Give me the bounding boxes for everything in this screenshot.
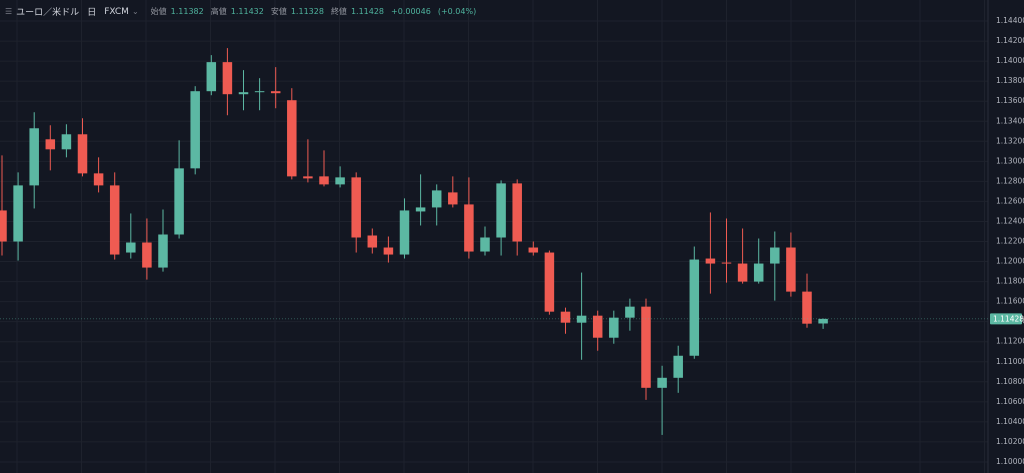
y-tick-label: 1.12200 [996, 237, 1024, 246]
candle-body [689, 259, 700, 356]
legend-header: ☰ ユーロ／米ドル 日 FXCM ⌄ 始値 1.11382 高値 1.11432… [5, 5, 479, 19]
y-tick-label: 1.11000 [996, 357, 1024, 366]
candle-body [576, 315, 587, 323]
ohlc-value: 1.11428 [350, 7, 385, 16]
candle-body [222, 62, 233, 95]
y-tick-label: 1.10400 [996, 417, 1024, 426]
candle-body [238, 92, 249, 95]
y-tick-label: 1.13200 [996, 136, 1024, 145]
y-tick-label: 1.14400 [996, 16, 1024, 25]
candle-body [93, 173, 104, 186]
candle-body [786, 247, 796, 292]
candle-body [705, 258, 716, 264]
candle-body [641, 306, 651, 388]
y-tick-label: 1.11800 [996, 277, 1024, 286]
candle-body [399, 210, 410, 255]
candle-body [270, 91, 281, 94]
y-tick-label: 1.13800 [996, 76, 1024, 85]
candle-body [61, 134, 72, 150]
candle-body [657, 377, 667, 388]
last-price-tag [990, 313, 1022, 325]
candle-body [319, 176, 329, 185]
candle-body [109, 185, 120, 255]
ohlc-value: 1.11382 [170, 7, 204, 16]
ohlc-label: 終値 [330, 7, 347, 16]
candle-body [625, 306, 635, 318]
dropdown-icon[interactable]: ⌄ [131, 7, 139, 16]
ohlc-label: 高値 [210, 7, 227, 16]
candle-body [335, 177, 345, 185]
y-tick-label: 1.14200 [996, 36, 1024, 45]
candle-body [609, 317, 619, 338]
candle-body [737, 263, 748, 282]
candle-body [480, 237, 490, 252]
y-tick-label: 1.12000 [996, 257, 1024, 266]
y-tick-label: 1.12400 [996, 216, 1024, 225]
candle-body [287, 100, 297, 177]
candle-body [351, 177, 361, 238]
ohlc-value: 1.11328 [290, 7, 324, 16]
interval[interactable]: 日 [87, 8, 97, 18]
menu-icon[interactable]: ☰ [5, 7, 13, 16]
candle-body [431, 190, 442, 208]
candle-body [560, 311, 571, 323]
candle-body [45, 139, 56, 150]
candle-body [254, 91, 265, 93]
source[interactable]: FXCM [104, 6, 129, 17]
candle-body [496, 183, 506, 238]
candle-body [802, 291, 812, 324]
y-tick-label: 1.10000 [996, 457, 1024, 466]
candle-body [512, 183, 522, 242]
last-price-label: 1.11428 [993, 314, 1024, 323]
y-tick-label: 1.10800 [996, 377, 1024, 386]
candle-body [448, 192, 458, 205]
candle-body [77, 134, 88, 174]
candle-body [818, 318, 828, 324]
symbol-title[interactable]: ユーロ／米ドル [16, 8, 80, 18]
y-tick-label: 1.12600 [996, 196, 1024, 205]
y-tick-label: 1.11200 [996, 337, 1024, 346]
y-tick-label: 1.10600 [996, 397, 1024, 406]
candle-body [415, 207, 426, 212]
y-tick-label: 1.10200 [996, 437, 1024, 446]
candle-body [592, 315, 603, 338]
change: +0.00046 [391, 7, 431, 16]
ohlc-value: 1.11432 [230, 7, 264, 16]
candle-body [174, 168, 184, 235]
candle-body [721, 262, 732, 264]
ohlc-label: 始値 [150, 7, 167, 16]
y-tick-label: 1.11600 [996, 297, 1024, 306]
candle-body [464, 204, 474, 252]
y-tick-label: 1.14000 [996, 56, 1024, 65]
candle-body [528, 247, 539, 253]
y-tick-label: 1.13600 [996, 96, 1024, 105]
candle-body [206, 62, 217, 92]
candle-body [126, 242, 136, 253]
candle-body [29, 128, 39, 186]
candle-body [0, 210, 7, 242]
ohlc-label: 安値 [270, 7, 287, 16]
y-tick-label: 1.12800 [996, 176, 1024, 185]
candle-body [673, 355, 683, 378]
candle-body [158, 234, 168, 268]
y-tick-label: 1.13000 [996, 156, 1024, 165]
change-percent: (+0.04%) [437, 7, 477, 16]
candle-body [753, 263, 764, 282]
candle-body [770, 247, 780, 264]
candle-body [383, 247, 394, 255]
candle-body [13, 185, 23, 242]
candle-body [367, 235, 378, 248]
candle-body [544, 252, 555, 312]
candle-body [190, 91, 200, 169]
candle-body [142, 242, 152, 268]
y-tick-label: 1.13400 [996, 116, 1024, 125]
candle-body [303, 176, 313, 179]
